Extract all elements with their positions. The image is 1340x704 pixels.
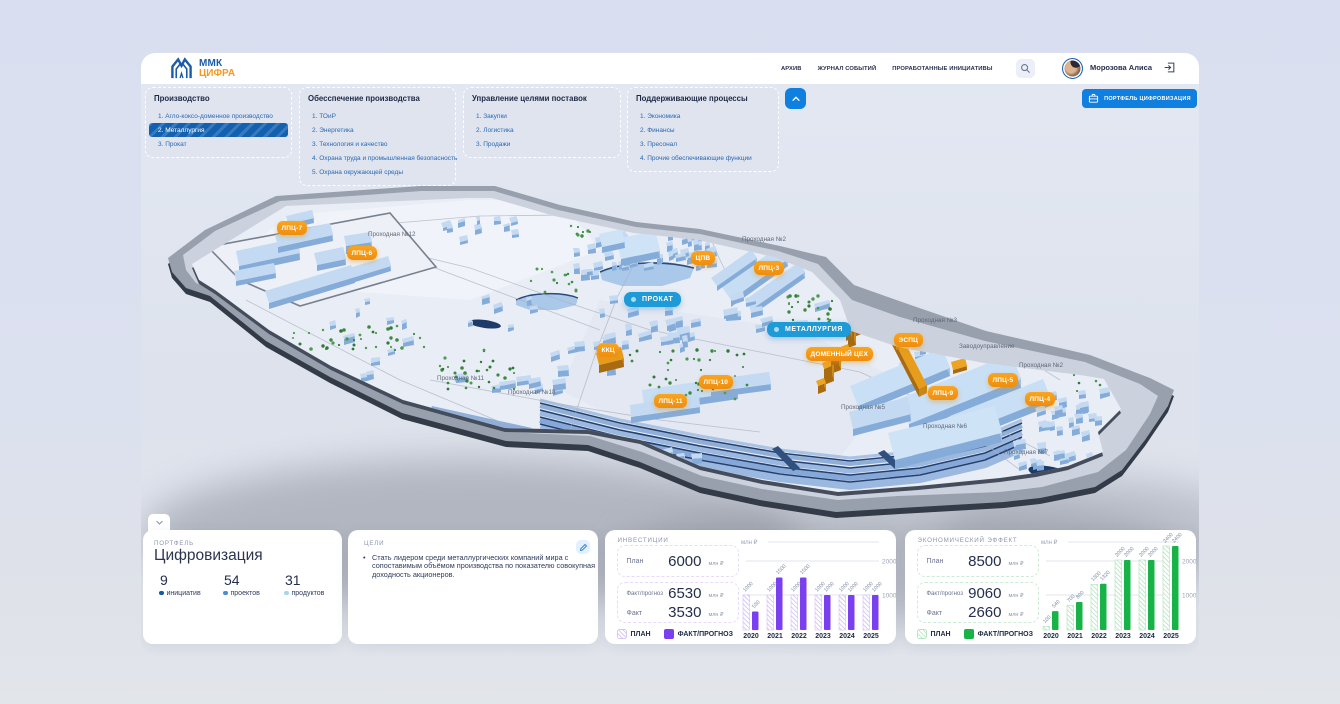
svg-text:700: 700 [1066, 593, 1076, 603]
svg-text:млн ₽: млн ₽ [1041, 539, 1058, 546]
svg-text:800: 800 [1075, 590, 1085, 600]
svg-text:2000: 2000 [882, 559, 896, 566]
svg-text:1000: 1000 [742, 581, 754, 593]
svg-text:2024: 2024 [1139, 633, 1155, 640]
svg-text:1000: 1000 [882, 593, 896, 600]
svg-text:млн ₽: млн ₽ [741, 539, 758, 546]
svg-text:1500: 1500 [775, 563, 787, 575]
svg-text:2023: 2023 [815, 633, 831, 640]
svg-text:1000: 1000 [1182, 593, 1196, 600]
svg-text:2020: 2020 [743, 633, 759, 640]
svg-text:1320: 1320 [1099, 570, 1111, 582]
svg-text:2023: 2023 [1115, 633, 1131, 640]
svg-text:1500: 1500 [799, 563, 811, 575]
svg-text:100: 100 [1042, 614, 1052, 624]
svg-text:2021: 2021 [767, 633, 783, 640]
svg-text:2400: 2400 [1171, 532, 1183, 544]
svg-text:2021: 2021 [1067, 633, 1083, 640]
svg-text:2024: 2024 [839, 633, 855, 640]
svg-text:2020: 2020 [1043, 633, 1059, 640]
svg-text:2022: 2022 [791, 633, 807, 640]
svg-text:540: 540 [1051, 599, 1061, 609]
svg-text:2000: 2000 [1182, 559, 1196, 566]
svg-text:2025: 2025 [1163, 633, 1179, 640]
svg-text:2022: 2022 [1091, 633, 1107, 640]
svg-text:2025: 2025 [863, 633, 879, 640]
svg-text:2000: 2000 [1123, 546, 1135, 558]
svg-text:530: 530 [751, 599, 761, 609]
svg-text:1000: 1000 [847, 581, 859, 593]
svg-text:2000: 2000 [1147, 546, 1159, 558]
svg-text:1000: 1000 [823, 581, 835, 593]
